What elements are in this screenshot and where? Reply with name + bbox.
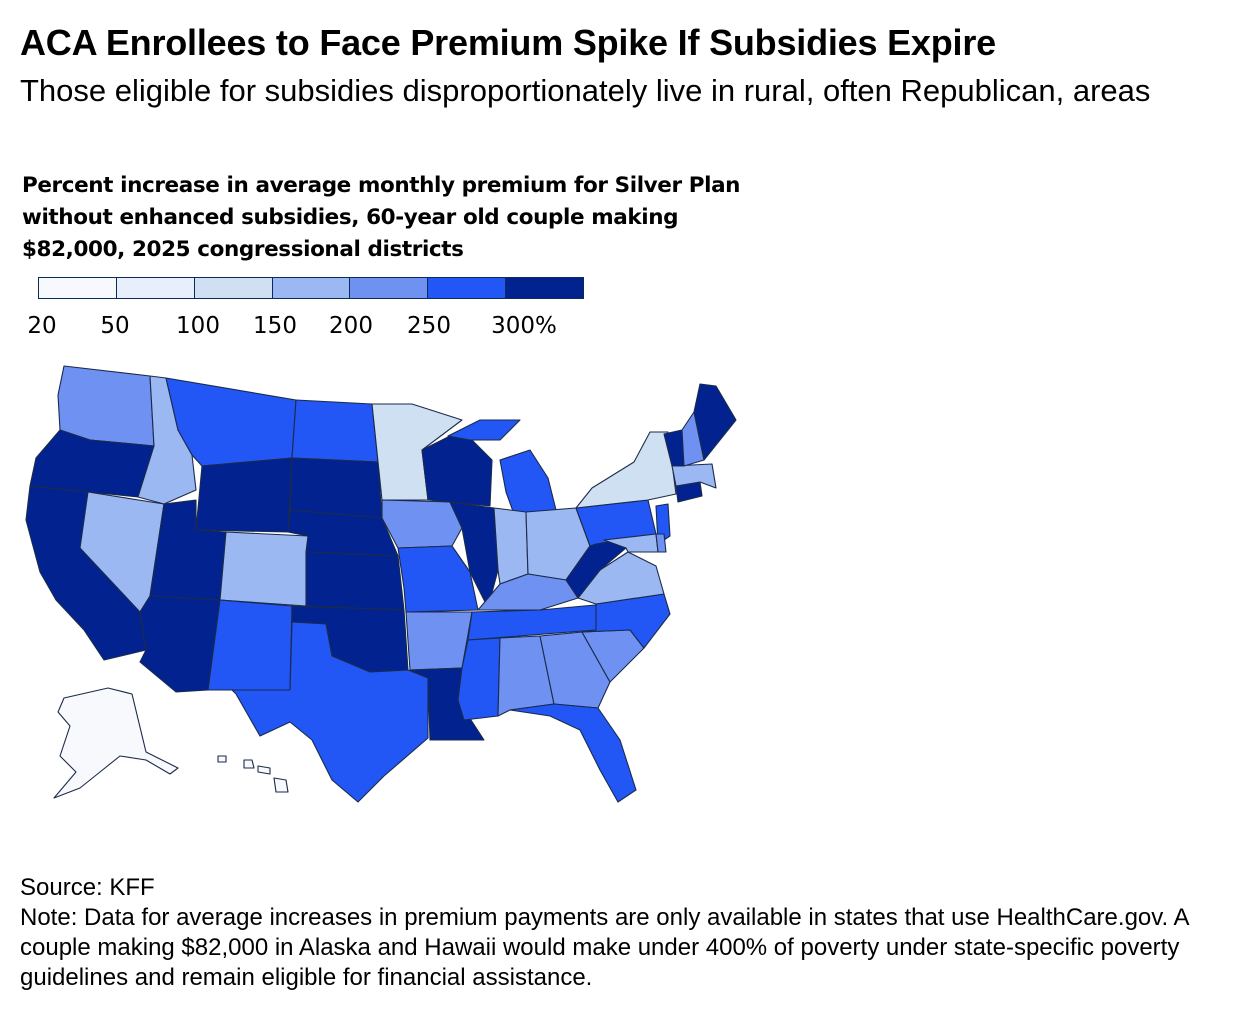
state-TX xyxy=(231,621,429,803)
state-ND xyxy=(291,399,379,463)
legend-swatch-4 xyxy=(272,278,351,298)
legend-swatch-1 xyxy=(39,278,117,298)
legend-swatch-6 xyxy=(428,278,507,298)
chart-footer: Source: KFF Note: Data for average incre… xyxy=(20,873,1210,993)
state-AR xyxy=(405,611,473,671)
us-district-map xyxy=(25,365,737,803)
legend-tick-50: 50 xyxy=(100,313,130,339)
state-IN xyxy=(493,507,529,585)
legend-tick-250: 250 xyxy=(407,313,451,339)
legend-tick-20: 20 xyxy=(27,313,57,339)
legend-color-scale xyxy=(38,277,584,299)
state-NY xyxy=(575,431,677,509)
state-AZ xyxy=(139,595,221,693)
legend-tick-300: 300% xyxy=(491,313,557,339)
state-ME xyxy=(693,383,737,461)
state-WY xyxy=(195,457,293,533)
state-MO xyxy=(397,545,479,613)
state-FL xyxy=(509,703,637,803)
legend-title: Percent increase in average monthly prem… xyxy=(22,173,741,262)
state-KS xyxy=(305,551,405,611)
legend-tick-200: 200 xyxy=(329,313,373,339)
state-AK xyxy=(53,687,179,799)
source-note: Source: KFF xyxy=(20,874,155,901)
data-note: Note: Data for average increases in prem… xyxy=(20,904,1189,991)
state-DE xyxy=(655,533,667,553)
state-MA xyxy=(671,463,717,489)
legend-tick-150: 150 xyxy=(253,313,297,339)
legend-swatch-2 xyxy=(116,278,195,298)
state-NC xyxy=(581,593,671,649)
legend-swatch-7 xyxy=(506,278,584,298)
chart-subtitle: Those eligible for subsidies disproporti… xyxy=(20,73,1151,108)
legend-swatch-3 xyxy=(194,278,273,298)
state-MD xyxy=(603,533,659,553)
legend-swatch-5 xyxy=(350,278,429,298)
state-NM xyxy=(207,599,293,691)
state-IA xyxy=(381,499,463,549)
state-SD xyxy=(289,457,383,519)
state-CO xyxy=(219,531,309,607)
legend-tick-100: 100 xyxy=(176,313,220,339)
chart-title: ACA Enrollees to Face Premium Spike If S… xyxy=(20,22,996,63)
state-HI xyxy=(217,755,289,793)
